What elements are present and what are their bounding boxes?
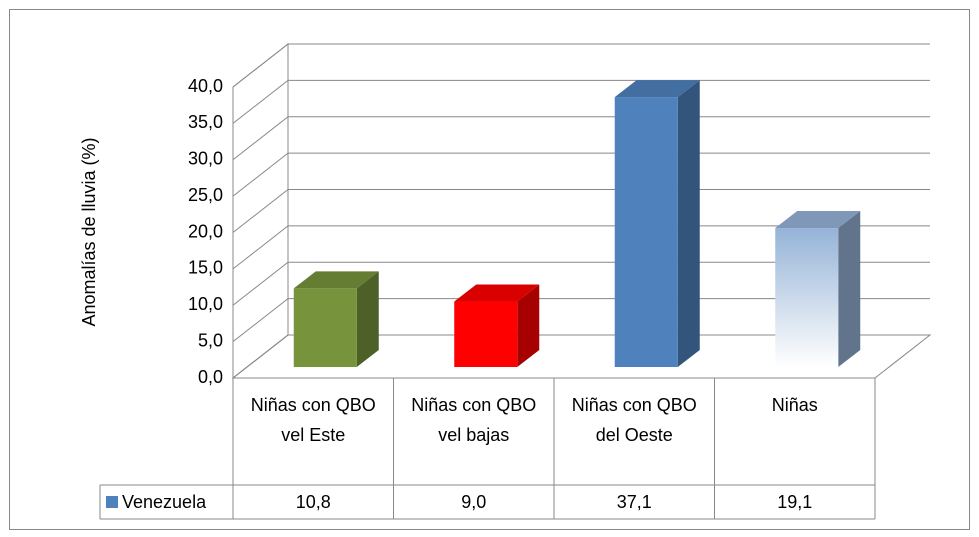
legend-swatch: [106, 496, 118, 508]
bar-top: [614, 80, 700, 98]
bar: [293, 288, 357, 367]
grid-line: [232, 152, 930, 197]
bar-side: [838, 211, 861, 367]
grid-line: [232, 189, 930, 233]
y-tick-label: 20,0: [188, 221, 223, 241]
data-table-value: 10,8: [296, 492, 331, 512]
x-tick-label: Niñas: [771, 395, 818, 415]
grid-line: [232, 43, 930, 88]
x-tick-label: Niñas con QBO del Oeste: [571, 395, 697, 445]
grid-line: [232, 79, 930, 124]
y-tick-label: 5,0: [198, 330, 223, 350]
y-tick-label: 15,0: [188, 258, 223, 278]
legend-label: Venezuela: [122, 492, 207, 512]
y-tick-label: 30,0: [188, 149, 223, 169]
grid-line: [232, 225, 930, 270]
y-tick-label: 25,0: [188, 185, 223, 205]
bar: [614, 97, 678, 367]
x-tick-label-box: Niñas con QBO vel bajas: [411, 395, 537, 445]
data-table-value: 19,1: [777, 492, 812, 512]
data-table-value: 37,1: [617, 492, 652, 512]
grid-line: [232, 334, 930, 379]
x-tick-label: Niñas con QBO vel bajas: [411, 395, 537, 445]
bar-top: [454, 284, 540, 302]
bar-top: [293, 271, 379, 289]
x-tick-label-box: Niñas con QBO vel Este: [250, 395, 376, 445]
grid-line: [232, 298, 930, 343]
y-tick-label: 40,0: [188, 76, 223, 96]
grid-line: [232, 116, 930, 161]
bar-side: [517, 284, 540, 367]
y-tick-label: 35,0: [188, 112, 223, 132]
y-tick-label: 10,0: [188, 294, 223, 314]
bar-side: [356, 271, 379, 367]
grid-line: [232, 261, 930, 306]
data-table-value: 9,0: [461, 492, 486, 512]
x-tick-label-box: Niñas con QBO del Oeste: [571, 395, 697, 445]
bar-side: [677, 80, 700, 367]
bar: [454, 301, 518, 367]
y-tick-label: 0,0: [198, 367, 223, 387]
bar-top: [775, 211, 861, 229]
y-axis-label: Anomalías de lluvia (%): [79, 137, 99, 326]
x-tick-label: Niñas con QBO vel Este: [250, 395, 376, 445]
x-tick-label-box: Niñas: [771, 395, 818, 415]
bar: [775, 228, 839, 367]
